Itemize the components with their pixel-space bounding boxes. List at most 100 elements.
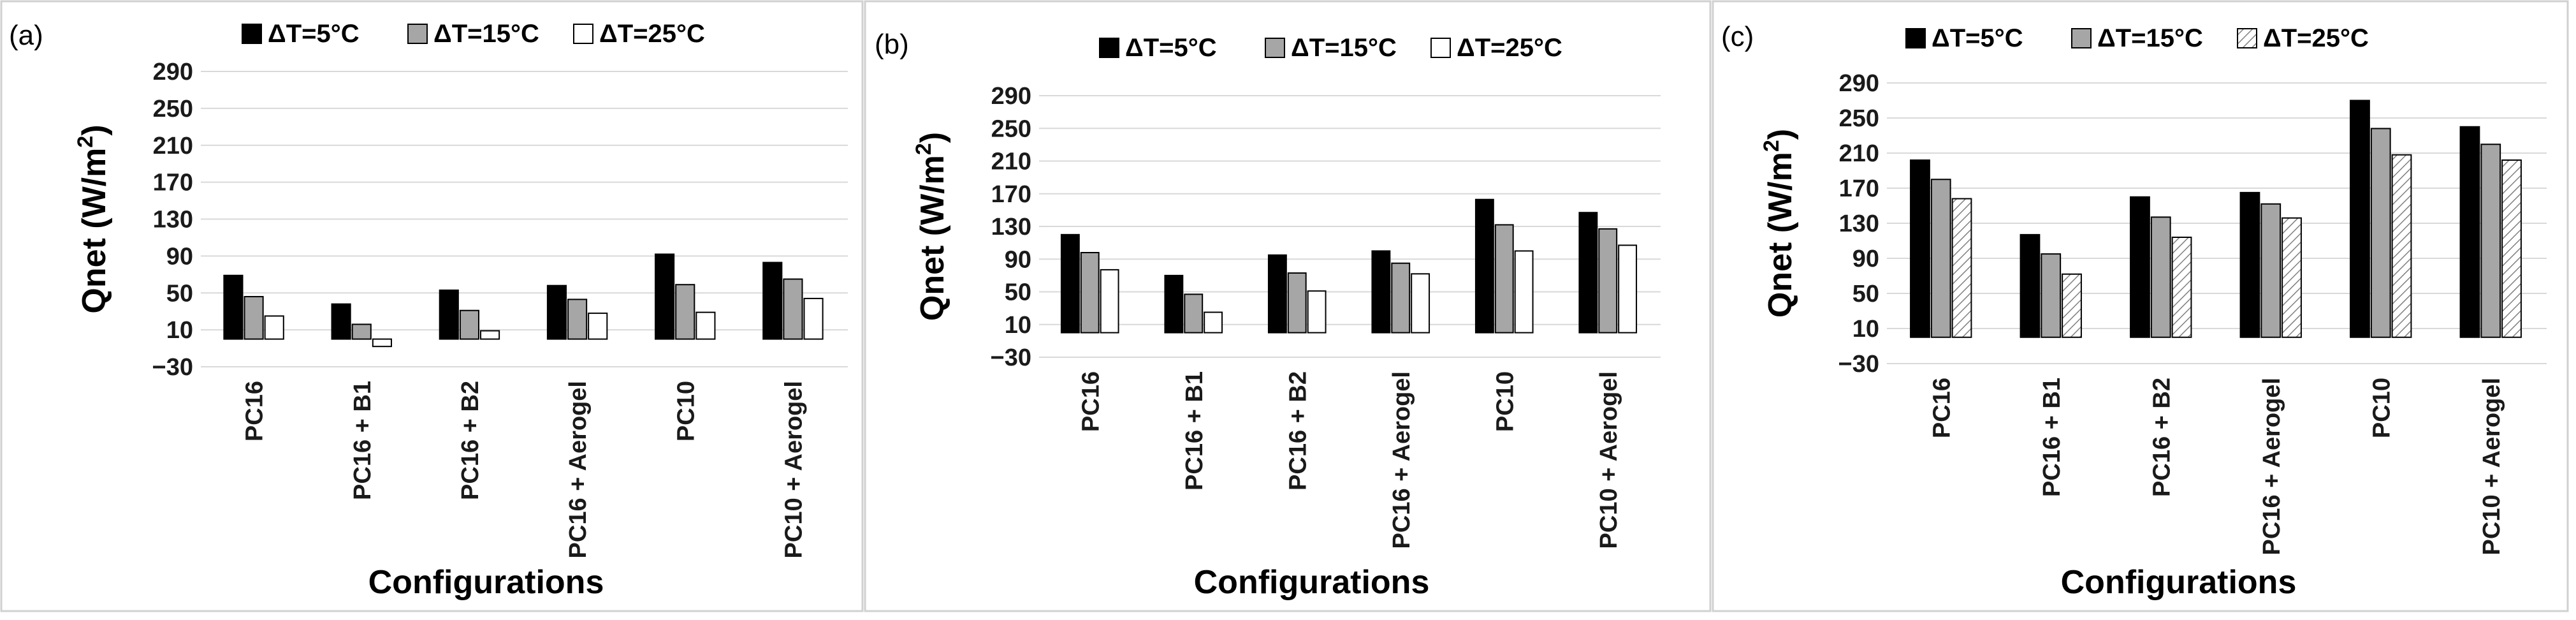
y-tick-label: 130 xyxy=(153,207,193,233)
x-axis-title: Configurations xyxy=(368,564,604,601)
bar-pc16-aerogel-series-2 xyxy=(2260,203,2281,338)
y-tick-label: 290 xyxy=(1839,70,1879,97)
bar-pc10-aerogel-series-2 xyxy=(1598,228,1618,334)
y-tick-label: 170 xyxy=(1839,175,1879,202)
legend-swatch xyxy=(1905,28,1926,48)
bar-pc10-aerogel-series-1 xyxy=(762,262,783,340)
panel-label: (b) xyxy=(875,29,909,60)
y-tick-label: 250 xyxy=(991,115,1031,142)
y-tick-label: 290 xyxy=(153,59,193,85)
y-tick-label: 170 xyxy=(153,170,193,196)
category-label: PC16 xyxy=(1077,371,1104,432)
bar-pc10-series-2 xyxy=(1494,224,1514,334)
legend-swatch xyxy=(2237,28,2257,48)
y-tick-label: −30 xyxy=(1838,351,1879,378)
bar-pc10-aerogel-series-1 xyxy=(1578,212,1598,334)
category-label: PC16 + B1 xyxy=(2039,378,2065,497)
category-label: PC16 xyxy=(1928,378,1955,438)
bar-pc10-aerogel-series-1 xyxy=(2459,126,2480,338)
bar-pc10-series-2 xyxy=(675,284,695,340)
y-tick-label: 90 xyxy=(1852,246,1879,272)
bar-pc10-series-3 xyxy=(1514,250,1534,334)
category-label: PC10 xyxy=(1492,371,1518,432)
y-axis-title: Qnet (W/m2) xyxy=(73,124,113,313)
panel-label: (c) xyxy=(1721,21,1754,52)
bar-pc16-b2-series-2 xyxy=(2150,216,2171,338)
legend-label: ΔT=15°C xyxy=(1291,34,1397,62)
bar-pc16-series-1 xyxy=(223,274,244,340)
legend-swatch xyxy=(1430,38,1451,58)
legend-swatch xyxy=(573,24,593,44)
bar-pc16-aerogel-series-2 xyxy=(567,299,588,340)
y-tick-label: 90 xyxy=(166,243,193,270)
bar-pc16-aerogel-series-1 xyxy=(1371,250,1391,334)
bar-pc16-series-2 xyxy=(1930,179,1951,338)
y-tick-label: 50 xyxy=(166,280,193,307)
bar-pc16-aerogel-series-3 xyxy=(1411,273,1430,334)
bar-pc16-series-1 xyxy=(1910,159,1930,338)
bar-pc16-b1-series-1 xyxy=(331,303,351,340)
bar-pc16-aerogel-series-2 xyxy=(1391,262,1411,334)
bar-pc16-b1-series-3 xyxy=(372,338,392,348)
bar-pc16-b2-series-1 xyxy=(1267,254,1287,334)
y-tick-label: −30 xyxy=(152,354,193,381)
y-tick-label: 170 xyxy=(991,181,1031,208)
bar-pc16-series-3 xyxy=(1951,198,1972,338)
bar-pc10-series-1 xyxy=(1474,198,1494,334)
bar-pc16-b1-series-2 xyxy=(351,323,372,340)
bar-pc16-aerogel-series-3 xyxy=(2281,217,2302,338)
bar-pc10-series-3 xyxy=(695,311,716,340)
legend-label: ΔT=25°C xyxy=(2263,24,2369,52)
bar-pc16-b1-series-3 xyxy=(1204,311,1223,334)
bar-pc16-b2-series-1 xyxy=(2130,196,2150,338)
y-axis-title: Qnet (W/m2) xyxy=(1759,129,1799,318)
category-label: PC16 + Aerogel xyxy=(1388,371,1415,549)
bar-pc16-series-2 xyxy=(244,296,264,340)
y-tick-label: 50 xyxy=(1005,279,1031,306)
panel-frame xyxy=(864,0,1712,612)
y-tick-label: 210 xyxy=(153,133,193,159)
panel-frame xyxy=(0,0,864,612)
bar-pc16-b2-series-2 xyxy=(459,309,479,340)
y-axis-title: Qnet (W/m2) xyxy=(912,132,951,321)
bar-pc16-b1-series-3 xyxy=(2062,273,2082,338)
chart-panel-2: −30 10 50 90 130 170 210 250 290 PC16 PC16 + B1 PC1… xyxy=(864,0,1712,612)
category-label: PC10 + Aerogel xyxy=(780,381,807,558)
legend-label: ΔT=15°C xyxy=(433,20,539,48)
bar-pc10-aerogel-series-2 xyxy=(2480,144,2501,338)
bar-pc16-aerogel-series-1 xyxy=(546,284,567,340)
legend-swatch xyxy=(1099,38,1119,58)
legend-label: ΔT=5°C xyxy=(1125,34,1217,62)
bar-pc16-b2-series-2 xyxy=(1287,272,1307,334)
bar-pc16-b1-series-1 xyxy=(2019,233,2041,338)
category-label: PC10 + Aerogel xyxy=(2478,378,2505,555)
bar-pc16-b2-series-3 xyxy=(2171,237,2192,338)
legend-label: ΔT=5°C xyxy=(1932,24,2023,52)
legend-swatch xyxy=(1265,38,1285,58)
category-label: PC16 + Aerogel xyxy=(565,381,592,558)
x-axis-title: Configurations xyxy=(1194,564,1430,601)
category-label: PC16 + Aerogel xyxy=(2259,378,2285,555)
category-label: PC16 xyxy=(242,381,268,441)
category-label: PC16 + B1 xyxy=(1181,371,1208,491)
y-tick-label: 10 xyxy=(1005,312,1031,339)
bar-pc16-b2-series-1 xyxy=(439,289,459,340)
bar-pc10-aerogel-series-2 xyxy=(783,278,803,340)
y-tick-label: 210 xyxy=(1839,140,1879,167)
legend-label: ΔT=25°C xyxy=(599,20,705,48)
bar-pc16-aerogel-series-1 xyxy=(2239,191,2260,338)
bar-pc10-aerogel-series-3 xyxy=(2501,159,2522,338)
y-tick-label: 130 xyxy=(991,214,1031,240)
legend-swatch xyxy=(407,24,428,44)
bar-pc16-series-3 xyxy=(1100,269,1119,334)
bar-pc10-series-3 xyxy=(2391,154,2412,338)
y-tick-label: 130 xyxy=(1839,210,1879,237)
legend-swatch xyxy=(242,24,262,44)
legend-label: ΔT=5°C xyxy=(268,20,360,48)
y-tick-label: 250 xyxy=(153,96,193,122)
category-label: PC16 + B2 xyxy=(2148,378,2175,497)
bar-pc10-aerogel-series-3 xyxy=(803,297,824,340)
chart-panel-3: −30 10 50 90 130 170 210 250 290 PC16 PC16 + B1 PC1… xyxy=(1712,0,2569,612)
bar-pc16-b1-series-2 xyxy=(1184,293,1204,334)
